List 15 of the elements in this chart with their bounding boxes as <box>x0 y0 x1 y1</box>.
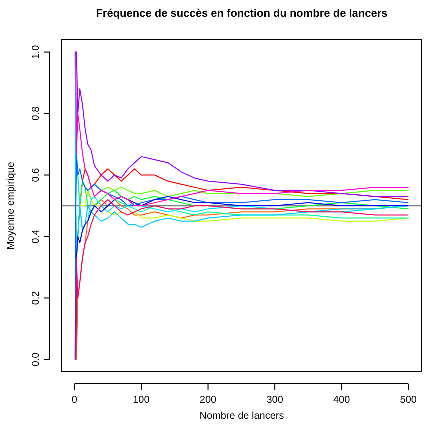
y-tick-label: 0.6 <box>31 168 42 182</box>
x-tick-label: 0 <box>72 395 78 406</box>
y-tick-label: 0.0 <box>31 352 42 367</box>
x-axis-title: Nombre de lancers <box>200 411 284 422</box>
y-axis-title: Moyenne empirique <box>6 162 17 250</box>
y-tick-label: 0.8 <box>31 106 42 121</box>
chart-title: Fréquence de succès en fonction du nombre de lancers <box>96 8 388 20</box>
x-tick-label: 100 <box>133 395 150 406</box>
y-tick-label: 1.0 <box>31 44 42 60</box>
x-tick-label: 500 <box>400 395 418 406</box>
y-tick-label: 0.4 <box>31 229 42 244</box>
x-tick-label: 300 <box>266 395 284 406</box>
x-tick-label: 200 <box>200 395 218 406</box>
x-tick-label: 400 <box>334 395 351 406</box>
y-tick-label: 0.2 <box>31 290 42 306</box>
